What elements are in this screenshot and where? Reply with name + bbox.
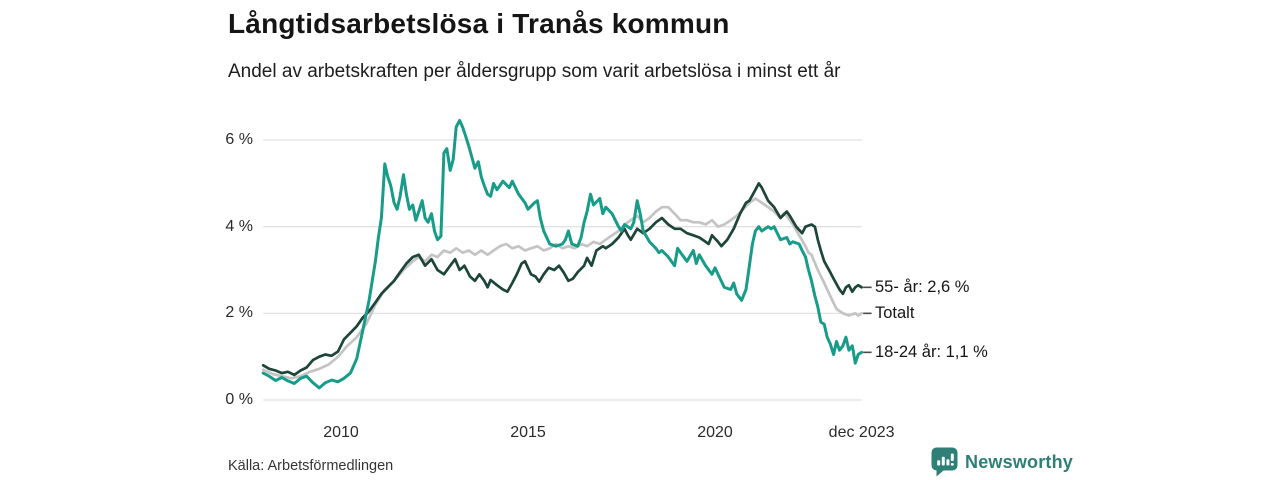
- brand-name: Newsworthy: [965, 451, 1074, 472]
- x-axis-tick-label: 2020: [697, 424, 733, 441]
- series-line-18-24-r: [261, 119, 864, 390]
- y-axis-tick-label: 0 %: [225, 391, 253, 408]
- x-axis-tick-label: 2010: [323, 424, 359, 441]
- x-axis-tick-label: 2015: [510, 424, 546, 441]
- series-end-label: 18-24 år: 1,1 %: [875, 343, 988, 362]
- chart-subtitle: Andel av arbetskraften per åldersgrupp s…: [228, 61, 841, 82]
- source-note: Källa: Arbetsförmedlingen: [228, 458, 394, 474]
- y-axis-tick-label: 4 %: [225, 217, 253, 235]
- series-line-55-r: [261, 182, 863, 377]
- brand-lockup: Newsworthy: [931, 447, 1073, 477]
- newsworthy-logo-icon: [931, 447, 958, 477]
- series-end-label: 55- år: 2,6 %: [875, 278, 970, 297]
- y-axis-tick-label: 2 %: [225, 304, 253, 322]
- series-line-totalt: [261, 197, 863, 380]
- chart-title: Långtidsarbetslösa i Tranås kommun: [228, 8, 730, 39]
- series-end-label: Totalt: [875, 304, 915, 323]
- x-axis-tick-label: dec 2023: [828, 424, 895, 441]
- y-axis-tick-label: 6 %: [225, 131, 253, 149]
